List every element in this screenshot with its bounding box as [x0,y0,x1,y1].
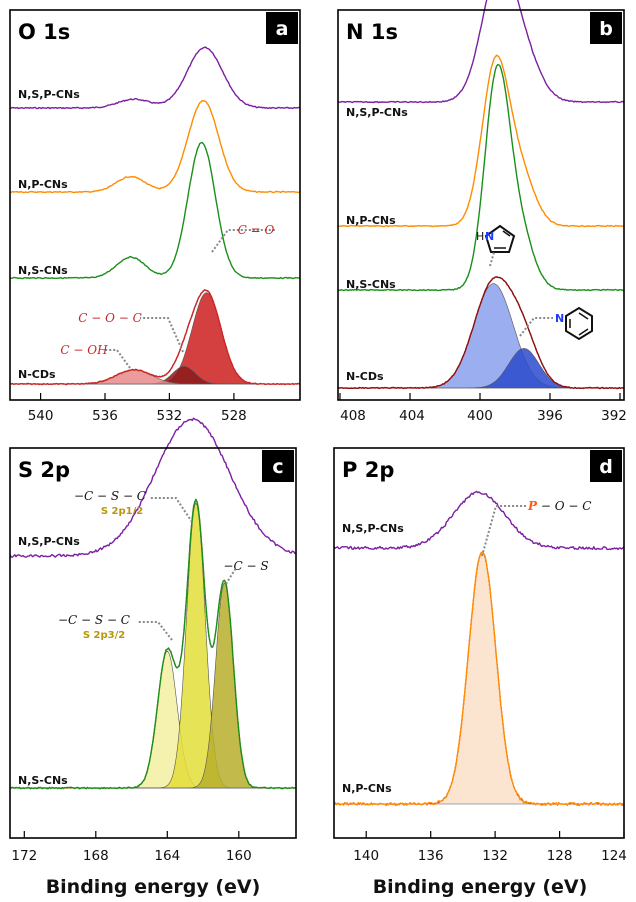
annotation-c-oh: C − OH [60,343,108,357]
panel-c-fit-peak-1 [10,650,296,789]
panel-a-tick-label: 528 [221,408,247,424]
panel-d-tick-label: 132 [482,848,508,864]
panel-d-fit-peaks [334,551,624,805]
annotation-s2p32: S 2p3/2 [83,630,125,641]
panel-d-spectrum-n-p-cns [333,551,625,807]
panel-c-tag [262,450,294,482]
panel-c-x-axis: 172 168 164 160 [11,831,252,864]
panel-d-spectra [333,490,625,807]
leader-poc [481,505,526,557]
annotation-c-s-c-lower: −C − S − C [58,613,130,627]
panel-d-p2p: 140 136 132 128 124 P 2p d N,S,P-CNs N,P… [333,447,627,864]
pyridine-icon: N [555,306,593,341]
panel-d-tag [590,450,622,482]
panel-d-tick-label: 128 [547,848,573,864]
panel-d-tick-label: 124 [601,848,627,864]
panel-a-tag [266,12,298,44]
panel-d-tick-label: 136 [418,848,444,864]
series-label-nspcns: N,S,P-CNs [346,106,408,119]
panel-a-tick-label: 532 [157,408,183,424]
series-label-ncds: N-CDs [346,370,384,383]
panel-b-tag [590,12,622,44]
leader-pyrrolic [489,251,495,267]
panel-c-frame [9,447,297,839]
panel-a-tag-label: a [276,18,289,40]
panel-a-spectrum-n-p-cns [9,99,301,194]
annotation-c-double-o: C = O [238,223,275,237]
panel-b-title: N 1s [346,20,398,44]
series-label-ncds: N-CDs [18,368,56,381]
panel-c-tick-label: 164 [154,848,180,864]
panel-d-title: P 2p [342,458,394,482]
panel-a-tick-label: 540 [28,408,54,424]
annotation-c-s: −C − S [223,559,268,573]
series-label-nscns: N,S-CNs [18,774,68,787]
panel-d-tag-label: d [599,456,613,478]
leader-co [211,229,276,253]
series-label-nspcns: N,S,P-CNs [18,535,80,548]
panel-b-tag-label: b [599,18,613,40]
annotation-c-s-c-upper: −C − S − C [74,489,146,503]
panel-b-x-axis: 408 404 400 396 392 [339,393,627,424]
annotation-s2p12: S 2p1/2 [101,506,143,517]
panel-c-spectrum-n-s-cns [9,498,297,790]
panel-b-spectrum-n-p-cns [337,54,625,228]
panel-a-x-axis: 540 536 532 528 [28,393,247,424]
leader-s2p32 [138,621,173,641]
panel-b-spectra [337,0,625,390]
panel-d-spectrum-n-s-p-cns [333,490,625,551]
panel-c-tick-label: 168 [83,848,109,864]
panel-c-spectrum-n-s-p-cns [9,417,297,558]
panel-a-spectrum-n-cds [9,289,301,386]
pyrrole-icon: H N [476,224,516,253]
panel-d-fit-peak-1 [334,551,624,805]
panel-a-spectra [9,46,301,386]
panel-b-tick-label: 400 [467,408,493,424]
leader-s2p12 [150,497,193,523]
panel-d-frame [333,447,625,839]
panel-a-title: O 1s [18,20,70,44]
series-label-npcns: N,P-CNs [342,782,392,795]
series-label-npcns: N,P-CNs [346,214,396,227]
panel-b-spectrum-n-s-p-cns [337,0,625,104]
series-label-npcns: N,P-CNs [18,178,68,191]
panel-a-spectrum-n-s-p-cns [9,46,301,110]
panel-a-spectrum-n-s-cns [9,141,301,280]
pyrrole-h-label: H [476,230,484,243]
panel-d-tick-label: 140 [353,848,379,864]
panel-d-x-axis: 140 136 132 128 124 [353,831,627,864]
series-label-nscns: N,S-CNs [346,278,396,291]
panel-b-n1s: 408 404 400 396 392 N 1s b N,S,P-CNs N,P… [337,0,627,424]
panel-b-spectrum-n-cds [337,276,625,390]
series-label-nscns: N,S-CNs [18,264,68,277]
x-axis-title-right: Binding energy (eV) [373,876,588,898]
series-label-nspcns: N,S,P-CNs [18,88,80,101]
annotation-c-o-c: C − O − C [78,311,142,325]
pyrrole-n-label: N [485,230,494,243]
panel-c-spectra [9,417,297,790]
annotation-p-o-c: P − O − C [527,499,591,513]
panel-b-frame [337,9,625,401]
panel-b-tick-label: 404 [399,408,425,424]
panel-c-title: S 2p [18,458,70,482]
panel-b-spectrum-n-s-cns [337,63,625,292]
leader-cs [225,567,237,585]
series-label-nspcns: N,S,P-CNs [342,522,404,535]
pyridine-n-label: N [555,312,564,325]
panel-b-tick-label: 392 [601,408,627,424]
panel-a-frame [9,9,301,401]
panel-a-o1s: 540 536 532 528 O 1s a N,S,P-CNs N,P-CNs… [9,9,301,424]
panel-c-tag-label: c [272,456,283,478]
panel-b-tick-label: 408 [340,408,366,424]
panel-c-s2p: 172 168 164 160 S 2p c N,S,P-CNs N,S-CNs… [9,417,297,864]
x-axis-title-left: Binding energy (eV) [46,876,261,898]
panel-a-tick-label: 536 [92,408,118,424]
panel-b-tick-label: 396 [537,408,563,424]
leader-coc [140,317,184,353]
panel-c-tick-label: 160 [226,848,252,864]
panel-c-tick-label: 172 [11,848,37,864]
